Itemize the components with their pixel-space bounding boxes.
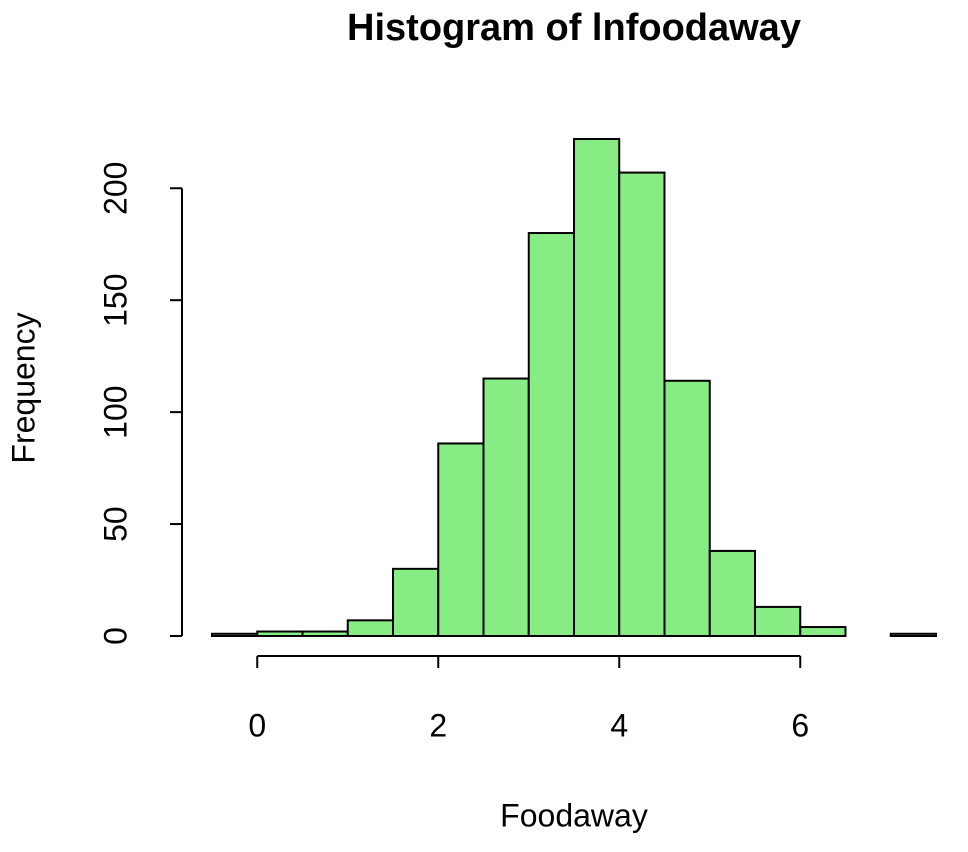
bar — [663, 379, 711, 637]
x-tick-label: 6 — [791, 707, 809, 743]
bar — [256, 630, 304, 637]
bar — [482, 377, 530, 637]
bar — [573, 138, 621, 637]
y-tick-label: 200 — [97, 162, 133, 215]
bar — [527, 232, 575, 637]
x-tick-label: 4 — [610, 707, 628, 743]
bar — [211, 632, 259, 638]
bar — [437, 442, 485, 637]
bar — [799, 626, 847, 637]
y-tick-label: 150 — [97, 273, 133, 326]
y-tick-label: 100 — [97, 385, 133, 438]
x-tick-label: 0 — [248, 707, 266, 743]
bar — [392, 567, 440, 637]
bar — [301, 630, 349, 637]
x-tick-label: 2 — [429, 707, 447, 743]
bar — [618, 171, 666, 637]
chart-title: Histogram of lnfoodaway — [347, 7, 801, 49]
bar — [708, 549, 756, 637]
bar — [346, 619, 394, 638]
bar — [754, 605, 802, 638]
y-axis-label: Frequency — [5, 312, 41, 463]
bar — [889, 632, 937, 638]
x-axis-label: Foodaway — [500, 797, 648, 833]
y-tick-label: 0 — [97, 627, 133, 645]
y-tick-label: 50 — [97, 506, 133, 542]
